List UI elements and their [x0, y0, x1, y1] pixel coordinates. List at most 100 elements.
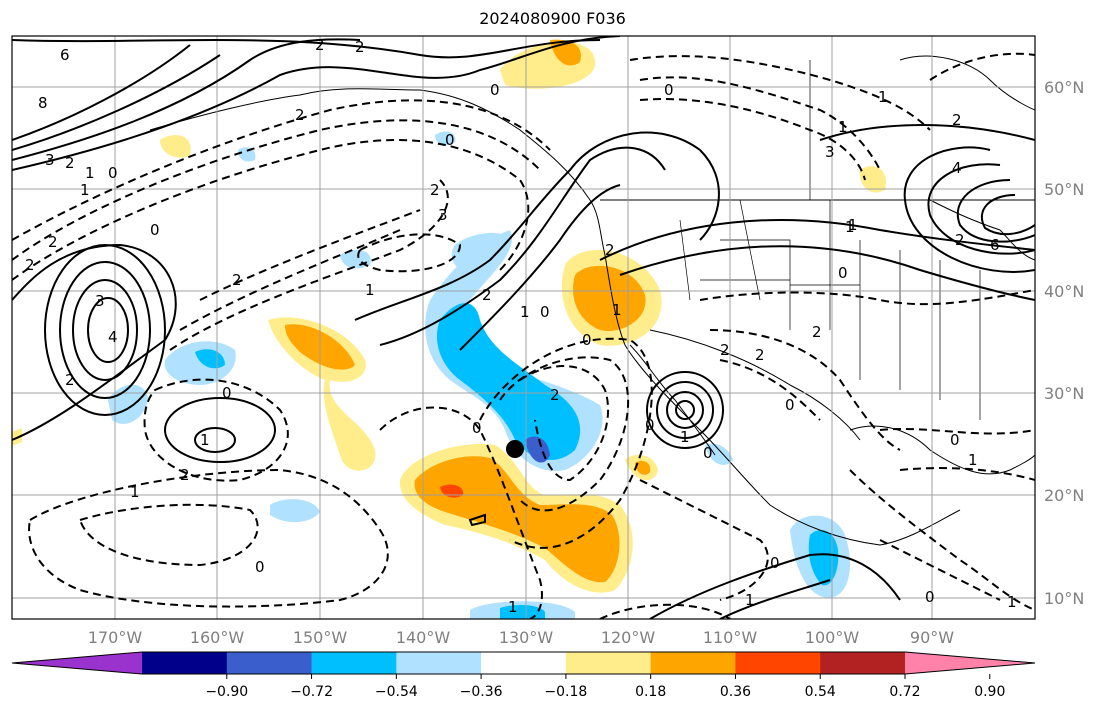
negative-anomaly-area [451, 232, 510, 271]
contours-positive [12, 36, 1035, 619]
positive-anomaly-area [440, 484, 464, 498]
negative-anomaly-area [270, 499, 320, 523]
contour-label: 0 [108, 164, 118, 182]
contour-line [199, 209, 421, 301]
contour-label: 0 [950, 431, 960, 449]
contour-label: 6 [60, 46, 70, 64]
contour-line [499, 356, 630, 512]
colorbar-tick-label: 0.72 [889, 684, 920, 700]
contour-line [12, 44, 191, 141]
lon-tick-label: 160°W [190, 628, 245, 647]
lat-tick-label: 40°N [1044, 282, 1084, 301]
negative-anomaly-area [808, 530, 839, 586]
contour-label: 1 [612, 301, 622, 319]
lat-tick-labels: 60°N 50°N 40°N 30°N 20°N 10°N [1044, 78, 1084, 608]
colorbar-extend-high [905, 652, 1035, 674]
contour-line [903, 146, 1035, 273]
colorbar-tick-label: 0.18 [635, 684, 666, 700]
contour-line [169, 179, 449, 351]
contour-line [599, 219, 1035, 261]
colorbar: −0.90 −0.72 −0.54 −0.36 −0.18 0.18 0.36 0.54 0.7… [11, 651, 1036, 700]
contour-label: 0 [838, 264, 848, 282]
contour-label: 1 [130, 483, 140, 501]
contour-label: 2 [955, 231, 965, 249]
lon-tick-label: 120°W [601, 628, 656, 647]
contour-label: 2 [232, 271, 242, 289]
contour-label: 0 [925, 588, 935, 606]
contour-line [78, 503, 259, 567]
colorbar-segment [481, 652, 567, 674]
negative-anomaly-area [238, 147, 256, 162]
contour-line [629, 55, 931, 131]
contour-line [87, 297, 129, 363]
coastline [149, 88, 961, 546]
contour-line [599, 603, 731, 619]
contour-line [459, 184, 621, 351]
contour-line [379, 406, 543, 619]
contour-label: 0 [472, 419, 482, 437]
contour-labels: 6 2 2 0 2 0 8 3 2 1 0 1 0 2 3 2 2 0 2 3 … [25, 36, 1017, 616]
contour-label: 1 [845, 218, 855, 236]
contour-line [28, 468, 389, 608]
contour-line [143, 378, 289, 482]
lon-tick-label: 110°W [703, 628, 758, 647]
coastline [899, 55, 1035, 111]
colorbar-extend-low [12, 652, 142, 674]
contour-line [12, 39, 601, 59]
contour-label: 0 [490, 81, 500, 99]
contours-negative [12, 52, 1035, 619]
lat-tick-label: 50°N [1044, 180, 1084, 199]
positive-anomaly-area [635, 460, 651, 475]
lat-tick-label: 10°N [1044, 589, 1084, 608]
contour-label: 0 [222, 384, 232, 402]
contour-label: 3 [438, 206, 448, 224]
colorbar-segment [735, 652, 821, 674]
negative-anomaly-area [435, 131, 456, 146]
contour-line [519, 365, 610, 482]
colorbar-tick-label: −0.36 [460, 684, 503, 700]
contour-label: 3 [825, 143, 835, 161]
colorbar-tick-label: −0.72 [290, 684, 333, 700]
contour-line [12, 119, 541, 261]
contour-label: 3 [95, 292, 105, 310]
contour-label: 2 [355, 38, 365, 56]
contour-label: 1 [200, 431, 210, 449]
contour-label: 4 [108, 328, 118, 346]
negative-anomaly-area [500, 604, 545, 619]
contour-label: 2 [65, 154, 75, 172]
colorbar-segment [565, 652, 652, 674]
contour-line [479, 337, 653, 549]
positive-anomaly-area [572, 265, 646, 331]
lon-tick-label: 130°W [499, 628, 554, 647]
colorbar-segment [311, 652, 397, 674]
contour-label: 2 [25, 256, 35, 274]
lon-tick-label: 140°W [396, 628, 451, 647]
contour-line [379, 146, 666, 346]
map-frame [11, 35, 1036, 620]
page-title: 2024080900 F036 [479, 9, 626, 28]
colorbar-tick-label: 0.54 [805, 684, 836, 700]
contour-label: 0 [445, 131, 455, 149]
contour-line [639, 98, 866, 181]
contour-label: 2 [755, 346, 765, 364]
contour-label: 2 [812, 323, 822, 341]
contour-line [12, 99, 551, 241]
contour-label: 1 [85, 164, 95, 182]
contour-line [12, 139, 530, 281]
coastline [849, 425, 1035, 475]
lon-tick-label: 170°W [88, 628, 143, 647]
colorbar-tick-label: −0.90 [205, 684, 248, 700]
positive-anomaly-area [859, 166, 886, 193]
contour-line [649, 553, 901, 619]
contour-line [666, 391, 704, 429]
contour-line [354, 131, 720, 321]
contour-label: 6 [990, 236, 1000, 254]
contour-line [675, 400, 695, 420]
contour-line [468, 513, 486, 527]
contour-line [819, 124, 1035, 141]
contour-label: 1 [1007, 593, 1017, 611]
colorbar-segment [142, 652, 228, 674]
contour-label: 1 [848, 216, 858, 234]
contour-line [194, 427, 236, 453]
contour-line [59, 261, 151, 399]
